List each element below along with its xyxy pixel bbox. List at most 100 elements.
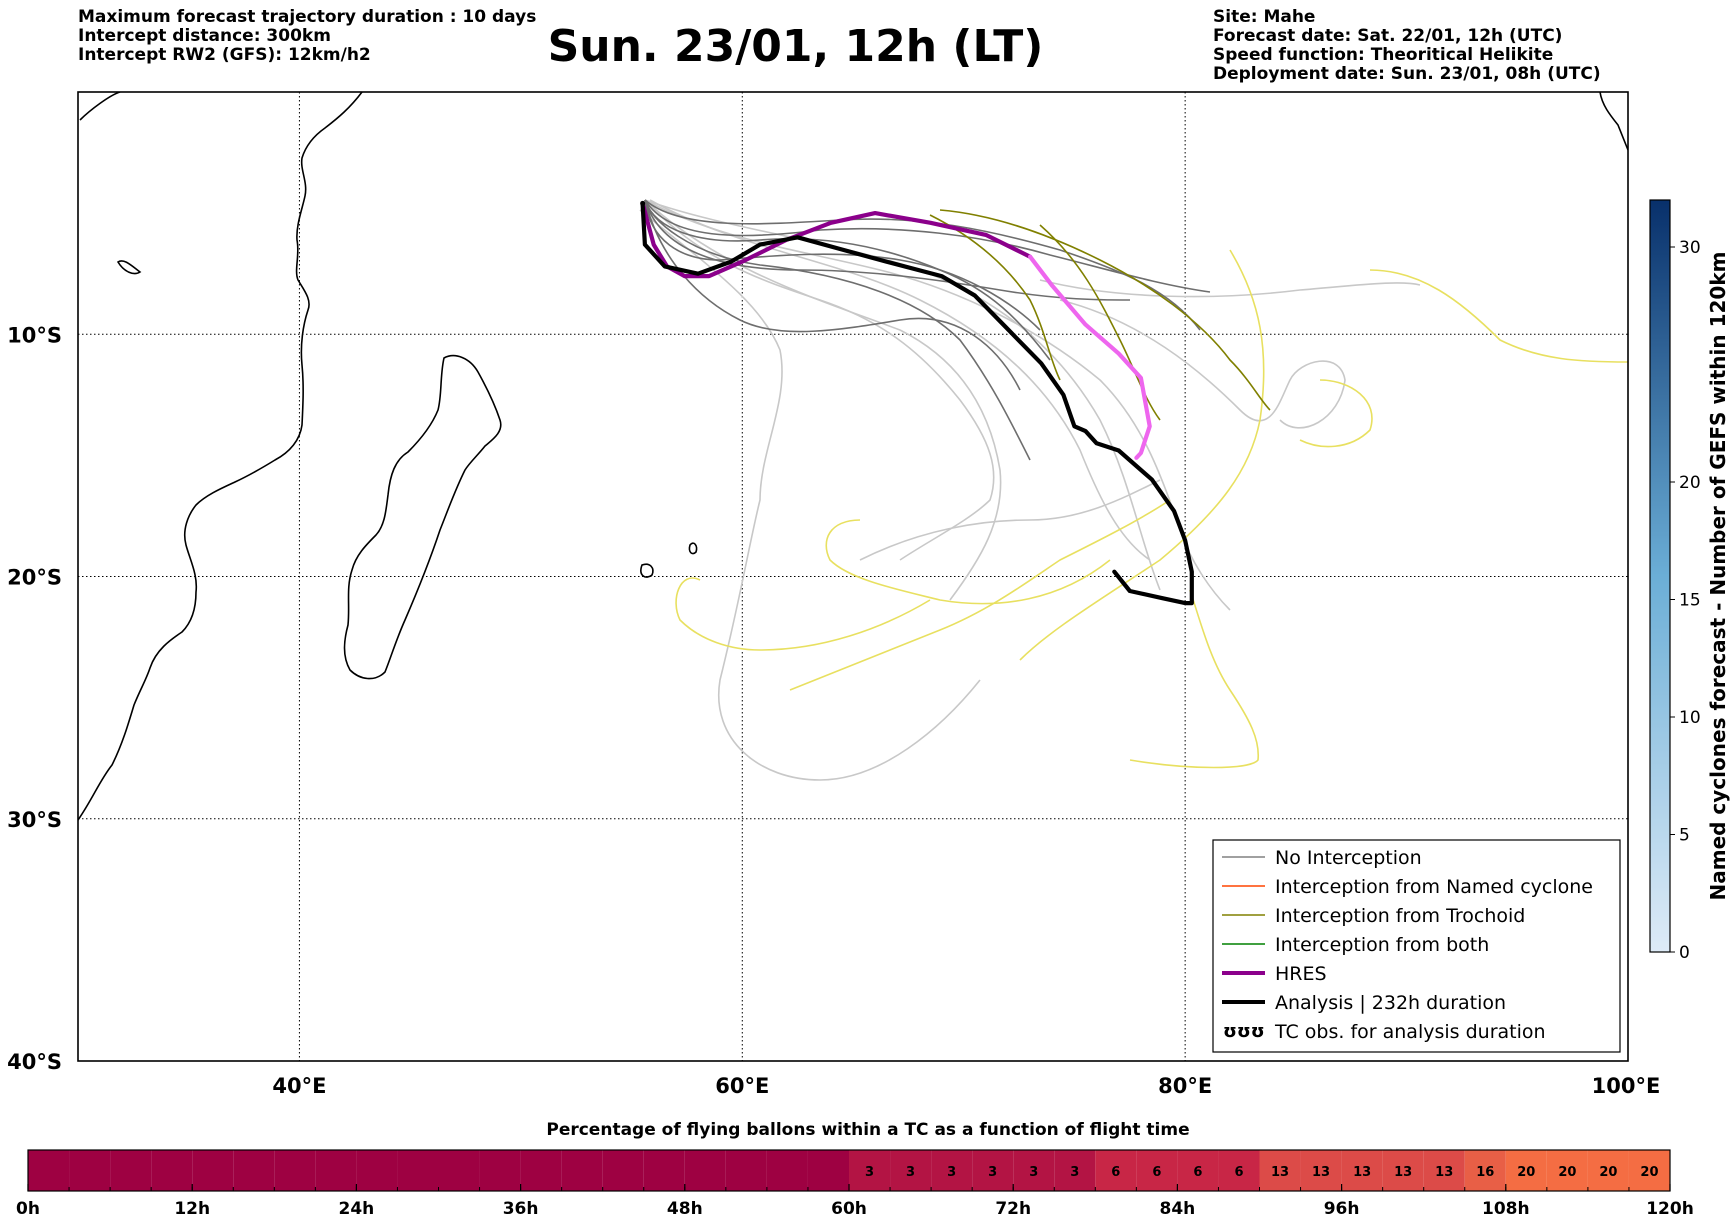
light-trajectory — [639, 209, 981, 781]
launch-site — [640, 200, 646, 206]
tc-obs-trajectory — [789, 499, 1171, 691]
flight-time-segment — [849, 1150, 891, 1191]
flight-time-segment — [1259, 1150, 1301, 1191]
flight-time-segment — [561, 1150, 603, 1191]
x-tick-labels: 40°E 60°E 80°E 100°E — [272, 1074, 1660, 1098]
y-tick-label: 20°S — [7, 566, 62, 590]
flight-time-segment — [1505, 1150, 1547, 1191]
header-max-duration: Maximum forecast trajectory duration : 1… — [78, 7, 537, 27]
colorbar-tick-label: 0 — [1679, 943, 1690, 963]
flight-time-segment-label: 13 — [1435, 1165, 1453, 1180]
legend-label: Interception from Named cyclone — [1275, 876, 1593, 898]
flight-time-segment-label: 3 — [1029, 1165, 1038, 1180]
flight-time-segment-label: 6 — [1152, 1165, 1161, 1180]
east-coast-coastline — [1599, 92, 1628, 151]
flight-time-segment-label: 16 — [1476, 1165, 1494, 1180]
no-interception-trajectory — [644, 199, 1131, 301]
flight-time-segment — [1587, 1150, 1629, 1191]
page-title: Sun. 23/01, 12h (LT) — [547, 21, 1044, 72]
madagascar-coastline — [343, 354, 502, 680]
flight-time-segment — [233, 1150, 275, 1191]
flight-time-segment — [684, 1150, 726, 1191]
legend-label: HRES — [1275, 963, 1327, 985]
flight-time-tick-label: 84h — [1160, 1199, 1196, 1219]
legend-label: No Interception — [1275, 847, 1422, 869]
flight-time-segment — [1177, 1150, 1219, 1191]
light-trajectory — [644, 199, 1161, 591]
flight-time-segment-label: 3 — [1070, 1165, 1079, 1180]
flight-time-tick-label: 60h — [831, 1199, 867, 1219]
flight-time-segment — [1464, 1150, 1506, 1191]
flight-time-segment — [890, 1150, 932, 1191]
map-frame — [77, 91, 1629, 1062]
main-series — [640, 201, 1194, 606]
launch-site-marker — [640, 200, 646, 206]
flight-time-segment-label: 3 — [947, 1165, 956, 1180]
flight-time-segment — [69, 1150, 111, 1191]
tc-obs-trajectory — [1299, 379, 1373, 448]
light-trajectory — [644, 199, 995, 561]
flight-time-segment-label: 20 — [1599, 1165, 1617, 1180]
series-line-hres — [640, 201, 1033, 279]
tc-obs-trajectories — [675, 249, 1628, 769]
flight-time-segment — [28, 1150, 70, 1191]
maldives-coastline — [79, 92, 121, 121]
flight-time-segment-label: 6 — [1193, 1165, 1202, 1180]
flight-time-segment — [931, 1150, 973, 1191]
flight-time-segment-label: 6 — [1234, 1165, 1243, 1180]
header-right: Site: Mahe Forecast date: Sat. 22/01, 12… — [1213, 8, 1601, 84]
flight-time-segment — [766, 1150, 808, 1191]
x-tick-label: 80°E — [1158, 1074, 1212, 1098]
flight-time-segment-label: 3 — [906, 1165, 915, 1180]
coastlines — [78, 92, 1628, 821]
reunion-coastline — [640, 563, 654, 578]
x-tick-label: 100°E — [1592, 1074, 1661, 1098]
flight-time-segment — [192, 1150, 234, 1191]
tc-obs-trajectory — [1019, 249, 1265, 661]
flight-time-segment — [1423, 1150, 1465, 1191]
tc-obs-trajectory — [675, 577, 931, 651]
flight-time-segment — [643, 1150, 685, 1191]
flight-time-segment — [1300, 1150, 1342, 1191]
africa-coastline — [78, 92, 363, 821]
y-tick-label: 40°S — [7, 1050, 62, 1074]
flight-time-segment — [1013, 1150, 1055, 1191]
header-intercept-distance: Intercept distance: 300km — [78, 26, 331, 46]
header-left: Maximum forecast trajectory duration : 1… — [78, 8, 536, 65]
tc-obs-trajectory — [1369, 269, 1628, 363]
flight-time-tick-label: 72h — [995, 1199, 1031, 1219]
legend-tc-obs-symbol: ʊʊʊ — [1223, 1021, 1265, 1042]
colorbar-tick-label: 20 — [1679, 473, 1701, 493]
flight-time-segment — [274, 1150, 316, 1191]
light-trajectory — [1059, 299, 1346, 429]
comoros-coastline — [116, 260, 142, 275]
flight-time-segment — [356, 1150, 398, 1191]
flight-time-segment — [1136, 1150, 1178, 1191]
header-intercept-rw2: Intercept RW2 (GFS): 12km/h2 — [78, 45, 371, 65]
flight-time-segment — [1341, 1150, 1383, 1191]
legend-frame — [1212, 839, 1621, 1053]
header-deployment-date: Deployment date: Sun. 23/01, 08h (UTC) — [1213, 64, 1601, 84]
colorbar-tick-label: 10 — [1679, 708, 1701, 728]
colorbar-label: Named cyclones forecast - Number of GEFS… — [1706, 252, 1730, 901]
flight-time-segment-label: 13 — [1394, 1165, 1412, 1180]
flight-time-segment — [479, 1150, 521, 1191]
header-site: Site: Mahe — [1213, 7, 1316, 27]
flight-time-segment-label: 13 — [1271, 1165, 1289, 1180]
flight-time-segment — [1218, 1150, 1260, 1191]
trochoid-trajectory — [939, 209, 1271, 411]
flight-time-tick-label: 48h — [667, 1199, 703, 1219]
flight-time-segment-label: 13 — [1353, 1165, 1371, 1180]
flight-time-segment-label: 20 — [1517, 1165, 1535, 1180]
flight-time-segment — [397, 1150, 439, 1191]
flight-time-segment — [151, 1150, 193, 1191]
legend: No Interception Interception from Named c… — [1212, 839, 1621, 1053]
flight-time-segment-label: 20 — [1558, 1165, 1576, 1180]
flight-time-segment — [1054, 1150, 1096, 1191]
flight-time-segment — [1382, 1150, 1424, 1191]
colorbar-scale — [1649, 199, 1671, 953]
y-tick-label: 30°S — [7, 808, 62, 832]
flight-time-segment-label: 6 — [1111, 1165, 1120, 1180]
legend-label: TC obs. for analysis duration — [1274, 1021, 1546, 1043]
